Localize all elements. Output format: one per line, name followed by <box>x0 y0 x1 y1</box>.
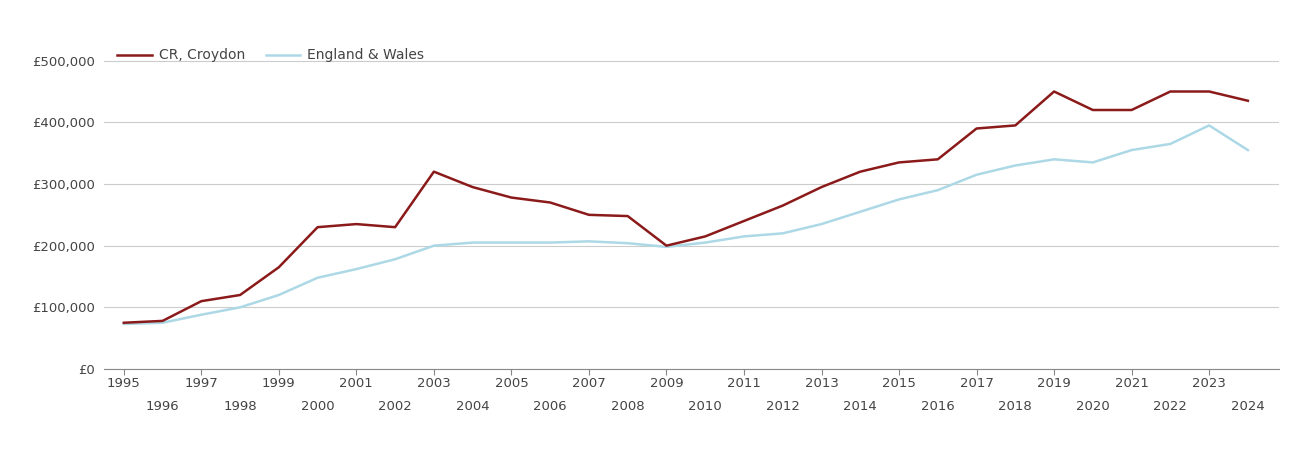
CR, Croydon <box>891 160 907 165</box>
CR, Croydon <box>309 225 325 230</box>
Text: 2016: 2016 <box>921 400 955 413</box>
England & Wales <box>775 231 791 236</box>
Text: 2008: 2008 <box>611 400 645 413</box>
England & Wales <box>504 240 519 245</box>
Text: 2020: 2020 <box>1075 400 1109 413</box>
Text: 1998: 1998 <box>223 400 257 413</box>
CR, Croydon <box>271 265 287 270</box>
England & Wales <box>116 321 132 327</box>
CR, Croydon <box>736 218 752 224</box>
England & Wales <box>968 172 984 177</box>
Text: 1996: 1996 <box>146 400 179 413</box>
CR, Croydon <box>388 225 403 230</box>
England & Wales <box>1240 148 1255 153</box>
CR, Croydon <box>232 292 248 298</box>
CR, Croydon <box>193 298 209 304</box>
CR, Croydon <box>620 213 636 219</box>
England & Wales <box>155 320 171 325</box>
CR, Croydon <box>1007 123 1023 128</box>
England & Wales <box>736 234 752 239</box>
CR, Croydon <box>504 195 519 200</box>
Text: 2012: 2012 <box>766 400 800 413</box>
CR, Croydon <box>1047 89 1062 94</box>
Text: 2022: 2022 <box>1154 400 1188 413</box>
Text: 2018: 2018 <box>998 400 1032 413</box>
Text: 2024: 2024 <box>1231 400 1265 413</box>
CR, Croydon <box>852 169 868 174</box>
England & Wales <box>930 188 946 193</box>
England & Wales <box>581 238 596 244</box>
Text: 2004: 2004 <box>455 400 489 413</box>
England & Wales <box>425 243 441 248</box>
England & Wales <box>465 240 480 245</box>
Text: 2010: 2010 <box>688 400 722 413</box>
CR, Croydon <box>659 243 675 248</box>
England & Wales <box>852 209 868 215</box>
CR, Croydon <box>1240 98 1255 104</box>
England & Wales <box>271 292 287 298</box>
England & Wales <box>697 240 713 245</box>
England & Wales <box>1007 163 1023 168</box>
England & Wales <box>659 244 675 250</box>
CR, Croydon <box>465 184 480 190</box>
Text: 2006: 2006 <box>534 400 566 413</box>
England & Wales <box>891 197 907 202</box>
England & Wales <box>543 240 559 245</box>
England & Wales <box>388 256 403 262</box>
England & Wales <box>348 266 364 272</box>
England & Wales <box>1124 148 1139 153</box>
England & Wales <box>814 221 830 227</box>
England & Wales <box>1084 160 1100 165</box>
Line: CR, Croydon: CR, Croydon <box>124 91 1248 323</box>
England & Wales <box>1202 123 1218 128</box>
England & Wales <box>1163 141 1178 147</box>
CR, Croydon <box>697 234 713 239</box>
England & Wales <box>232 305 248 310</box>
CR, Croydon <box>775 203 791 208</box>
CR, Croydon <box>1202 89 1218 94</box>
CR, Croydon <box>543 200 559 205</box>
CR, Croydon <box>425 169 441 174</box>
CR, Croydon <box>581 212 596 217</box>
CR, Croydon <box>930 157 946 162</box>
England & Wales <box>620 240 636 246</box>
CR, Croydon <box>1124 107 1139 112</box>
England & Wales <box>309 275 325 280</box>
CR, Croydon <box>1163 89 1178 94</box>
England & Wales <box>193 312 209 317</box>
Text: 2000: 2000 <box>300 400 334 413</box>
CR, Croydon <box>155 318 171 324</box>
Legend: CR, Croydon, England & Wales: CR, Croydon, England & Wales <box>111 43 429 68</box>
Text: 2014: 2014 <box>843 400 877 413</box>
CR, Croydon <box>116 320 132 325</box>
CR, Croydon <box>968 126 984 131</box>
England & Wales <box>1047 157 1062 162</box>
Line: England & Wales: England & Wales <box>124 126 1248 324</box>
CR, Croydon <box>348 221 364 227</box>
CR, Croydon <box>814 184 830 190</box>
CR, Croydon <box>1084 107 1100 112</box>
Text: 2002: 2002 <box>378 400 412 413</box>
